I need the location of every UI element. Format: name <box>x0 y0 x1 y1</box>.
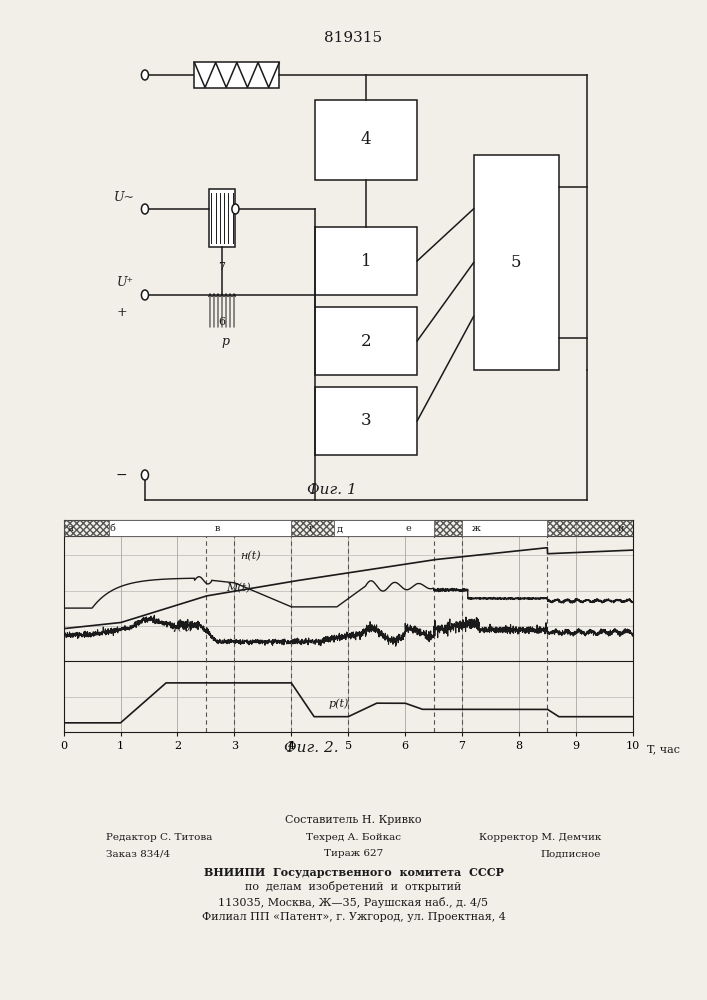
Text: 7: 7 <box>218 262 226 272</box>
Text: γ(t): γ(t) <box>172 622 192 632</box>
Bar <box>109 520 291 536</box>
Text: 3: 3 <box>361 412 371 429</box>
Circle shape <box>232 204 239 214</box>
Text: 113035, Москва, Ж—35, Раушская наб., д. 4/5: 113035, Москва, Ж—35, Раушская наб., д. … <box>218 896 489 908</box>
Bar <box>291 520 334 536</box>
Text: Подписное: Подписное <box>541 850 601 858</box>
Text: а: а <box>68 524 74 533</box>
Bar <box>334 520 433 536</box>
Bar <box>209 189 235 247</box>
Text: и: и <box>618 524 624 533</box>
Text: 1: 1 <box>361 252 371 269</box>
Bar <box>547 520 633 536</box>
Text: Составитель Н. Кривко: Составитель Н. Кривко <box>285 815 422 825</box>
Text: р: р <box>221 335 230 348</box>
Text: в: в <box>215 524 220 533</box>
Text: Заказ 834/4: Заказ 834/4 <box>106 850 170 858</box>
Bar <box>315 307 417 375</box>
Text: 5: 5 <box>511 254 521 271</box>
Text: Фиг. 1: Фиг. 1 <box>308 483 357 497</box>
Text: −: − <box>116 468 127 482</box>
Bar <box>462 520 547 536</box>
Bar <box>315 227 417 295</box>
Bar <box>315 100 417 180</box>
Text: T, час: T, час <box>647 744 680 754</box>
Text: д: д <box>337 524 343 533</box>
Text: ВНИИПИ  Государственного  комитета  СССР: ВНИИПИ Государственного комитета СССР <box>204 866 503 878</box>
Text: Техред А. Бойкас: Техред А. Бойкас <box>306 834 401 842</box>
Circle shape <box>141 204 148 214</box>
Text: ж: ж <box>472 524 481 533</box>
Circle shape <box>141 70 148 80</box>
Text: р(t): р(t) <box>328 698 349 709</box>
Text: 2: 2 <box>361 332 371 350</box>
Text: н(t): н(t) <box>240 551 261 561</box>
Text: Тираж 627: Тираж 627 <box>324 850 383 858</box>
Bar <box>433 520 462 536</box>
Text: М(t): М(t) <box>226 583 250 593</box>
Text: 4: 4 <box>361 131 371 148</box>
Bar <box>64 520 109 536</box>
Text: 6: 6 <box>218 317 226 327</box>
Bar <box>315 387 417 455</box>
Bar <box>474 155 559 370</box>
Text: 819315: 819315 <box>325 31 382 45</box>
Text: б: б <box>109 524 115 533</box>
Text: U~: U~ <box>113 191 134 204</box>
Text: з: з <box>556 524 561 533</box>
Text: Корректор М. Демчик: Корректор М. Демчик <box>479 834 601 842</box>
Text: г: г <box>309 524 314 533</box>
Text: по  делам  изобретений  и  открытий: по делам изобретений и открытий <box>245 882 462 892</box>
Text: е: е <box>405 524 411 533</box>
Circle shape <box>141 290 148 300</box>
Text: U⁺: U⁺ <box>117 276 134 289</box>
Text: +: + <box>117 306 127 320</box>
Text: Фиг. 2.: Фиг. 2. <box>284 741 339 755</box>
Text: Редактор С. Титова: Редактор С. Титова <box>106 834 212 842</box>
Bar <box>194 62 279 88</box>
Circle shape <box>141 470 148 480</box>
Text: Филиал ПП «Патент», г. Ужгород, ул. Проектная, 4: Филиал ПП «Патент», г. Ужгород, ул. Прое… <box>201 912 506 922</box>
